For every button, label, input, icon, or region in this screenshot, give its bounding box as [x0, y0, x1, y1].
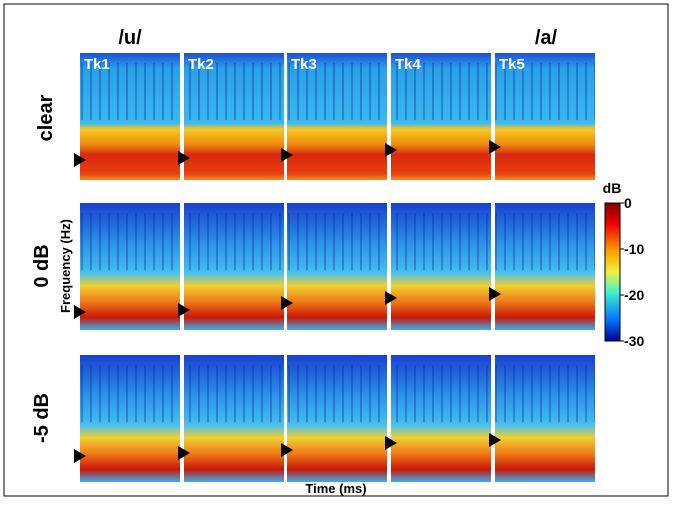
pitch-marker [489, 140, 501, 154]
spectrogram-texture [287, 365, 387, 423]
colorbar-label: dB [603, 180, 622, 196]
spectrogram-texture [391, 213, 491, 271]
pitch-marker [489, 287, 501, 301]
pitch-marker [281, 148, 293, 162]
spectrogram-texture [184, 63, 284, 121]
spectrogram-texture [80, 365, 180, 423]
pitch-marker [385, 291, 397, 305]
pitch-marker [385, 436, 397, 450]
colorbar-tick-label: 0 [624, 195, 632, 211]
pitch-marker [281, 296, 293, 310]
colorbar-tick-label: -10 [624, 241, 644, 257]
pitch-marker [281, 443, 293, 457]
colorbar-tick-label: -30 [624, 333, 644, 349]
row-label: 0 dB [31, 244, 53, 287]
panel-label: Tk1 [84, 56, 110, 73]
spectrogram-texture [287, 213, 387, 271]
spectrogram-texture [391, 365, 491, 423]
pitch-marker [385, 143, 397, 157]
panel-label: Tk3 [291, 56, 317, 73]
panel-label: Tk4 [395, 56, 422, 73]
panel-label: Tk2 [188, 56, 214, 73]
pitch-marker [74, 153, 86, 167]
colorbar-tick-label: -20 [624, 287, 644, 303]
pitch-marker [74, 305, 86, 319]
spectrogram-texture [495, 365, 595, 423]
spectrogram-texture [287, 63, 387, 121]
spectrogram-texture [495, 63, 595, 121]
spectrogram-texture [495, 213, 595, 271]
spectrogram-texture [184, 213, 284, 271]
panel-label: Tk5 [499, 56, 525, 73]
pitch-marker [74, 449, 86, 463]
y-axis-label: Frequency (Hz) [58, 219, 73, 313]
spectrogram-texture [80, 63, 180, 121]
spectrogram-texture [391, 63, 491, 121]
colorbar [604, 202, 621, 342]
spectrogram-texture [80, 213, 180, 271]
pitch-marker [178, 151, 190, 165]
column-label: /u/ [118, 27, 142, 49]
row-label: -5 dB [31, 393, 53, 443]
x-axis-label: Time (ms) [305, 481, 366, 496]
column-label: /a/ [535, 27, 558, 49]
spectrogram-texture [184, 365, 284, 423]
pitch-marker [178, 303, 190, 317]
pitch-marker [489, 433, 501, 447]
row-label: clear [35, 94, 57, 141]
frame [3, 3, 669, 497]
pitch-marker [178, 446, 190, 460]
